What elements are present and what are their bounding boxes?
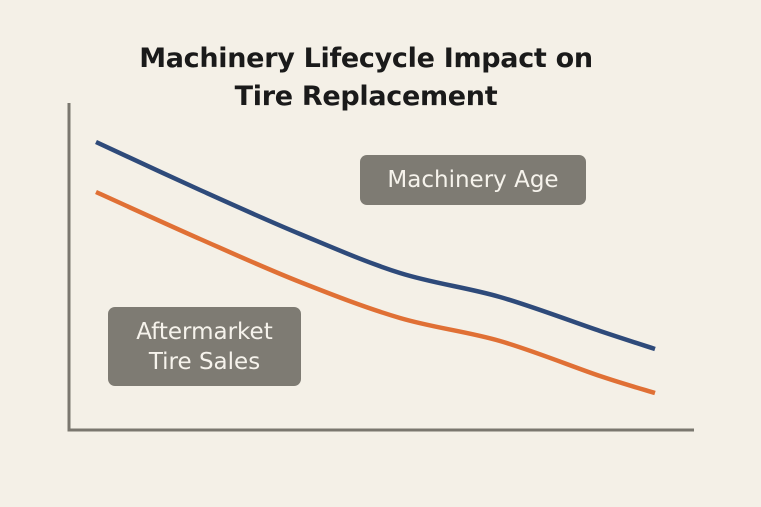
- annotation-machinery-age: Machinery Age: [360, 155, 586, 205]
- chart-title: Machinery Lifecycle Impact on Tire Repla…: [0, 40, 732, 116]
- line-aftermarket-tire-sales: [95, 189, 656, 396]
- chart-title-line-2: Tire Replacement: [234, 81, 498, 112]
- chart-title-line-1: Machinery Lifecycle Impact on: [139, 43, 593, 74]
- annotation-aftermarket-tire-sales: Aftermarket Tire Sales: [108, 307, 301, 386]
- annotation-aftermarket-line-2: Tire Sales: [148, 348, 261, 375]
- line-machinery-age: [95, 139, 656, 352]
- annotation-machinery-age-text: Machinery Age: [387, 167, 559, 193]
- annotation-aftermarket-line-1: Aftermarket: [136, 318, 273, 345]
